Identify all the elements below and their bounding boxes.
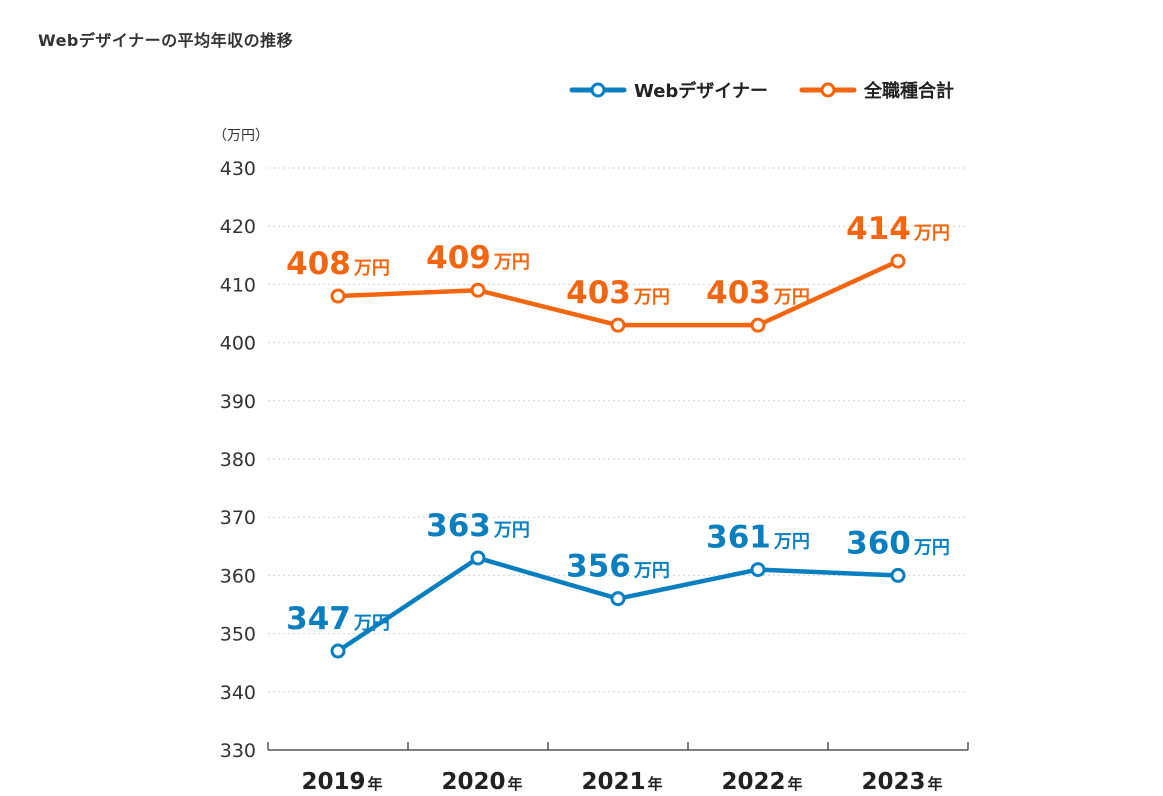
chart-title: Webデザイナーの平均年収の推移 bbox=[38, 31, 294, 50]
data-label: 414 万円 bbox=[846, 211, 950, 247]
data-label: 409 万円 bbox=[426, 240, 530, 276]
x-tick-label: 2020 年 bbox=[441, 769, 522, 795]
data-point bbox=[890, 567, 906, 583]
data-point bbox=[750, 317, 766, 333]
data-label: 356 万円 bbox=[566, 549, 670, 585]
x-tick-label: 2021 年 bbox=[581, 769, 662, 795]
legend-marker bbox=[590, 82, 606, 98]
data-point bbox=[470, 282, 486, 298]
data-point bbox=[610, 591, 626, 607]
y-tick-label: 340 bbox=[220, 682, 256, 704]
data-point bbox=[330, 643, 346, 659]
legend-label: 全職種合計 bbox=[863, 80, 954, 102]
x-tick-label: 2023 年 bbox=[861, 769, 942, 795]
data-point bbox=[330, 288, 346, 304]
data-label: 347 万円 bbox=[286, 601, 390, 637]
legend-marker bbox=[820, 82, 836, 98]
y-tick-label: 370 bbox=[220, 507, 256, 529]
data-point bbox=[890, 253, 906, 269]
data-label: 363 万円 bbox=[426, 508, 530, 544]
y-tick-label: 410 bbox=[220, 274, 256, 296]
y-unit-label: （万円） bbox=[213, 128, 269, 144]
y-tick-label: 420 bbox=[220, 216, 256, 238]
y-tick-label: 330 bbox=[220, 740, 256, 762]
data-point bbox=[470, 550, 486, 566]
y-tick-label: 400 bbox=[220, 333, 256, 355]
y-tick-label: 350 bbox=[220, 624, 256, 646]
x-tick-label: 2022 年 bbox=[721, 769, 802, 795]
y-tick-label: 430 bbox=[220, 158, 256, 180]
data-label: 360 万円 bbox=[846, 525, 950, 561]
y-tick-label: 380 bbox=[220, 449, 256, 471]
x-tick-label: 2019 年 bbox=[301, 769, 382, 795]
data-label: 403 万円 bbox=[566, 275, 670, 311]
data-point bbox=[610, 317, 626, 333]
data-label: 361 万円 bbox=[706, 520, 810, 556]
data-label: 403 万円 bbox=[706, 275, 810, 311]
data-label: 408 万円 bbox=[286, 246, 390, 282]
y-tick-label: 360 bbox=[220, 565, 256, 587]
y-tick-label: 390 bbox=[220, 391, 256, 413]
data-point bbox=[750, 562, 766, 578]
legend-label: Webデザイナー bbox=[634, 80, 768, 102]
